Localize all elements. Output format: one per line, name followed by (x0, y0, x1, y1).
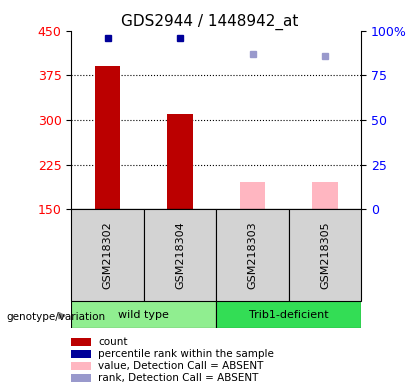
Text: GSM218305: GSM218305 (320, 222, 330, 289)
Bar (144, 209, 216, 301)
Text: wild type: wild type (118, 310, 169, 320)
Bar (289, 209, 361, 301)
Bar (71, 301, 216, 328)
Text: GDS2944 / 1448942_at: GDS2944 / 1448942_at (121, 13, 299, 30)
Bar (95, 66, 120, 209)
Text: count: count (98, 337, 128, 347)
Text: GSM218302: GSM218302 (102, 222, 113, 289)
Bar (71, 338, 91, 346)
Bar (71, 362, 91, 369)
Text: rank, Detection Call = ABSENT: rank, Detection Call = ABSENT (98, 373, 259, 383)
Bar (168, 114, 193, 209)
Text: GSM218304: GSM218304 (175, 222, 185, 289)
Bar (240, 182, 265, 209)
Text: Trib1-deficient: Trib1-deficient (249, 310, 328, 320)
Bar (216, 301, 361, 328)
Bar (312, 182, 338, 209)
Text: percentile rank within the sample: percentile rank within the sample (98, 349, 274, 359)
Bar (71, 350, 91, 358)
Text: GSM218303: GSM218303 (247, 222, 257, 289)
Text: value, Detection Call = ABSENT: value, Detection Call = ABSENT (98, 361, 264, 371)
Bar (71, 374, 91, 382)
Bar (216, 209, 289, 301)
Text: genotype/variation: genotype/variation (6, 312, 105, 322)
Bar (71, 209, 144, 301)
